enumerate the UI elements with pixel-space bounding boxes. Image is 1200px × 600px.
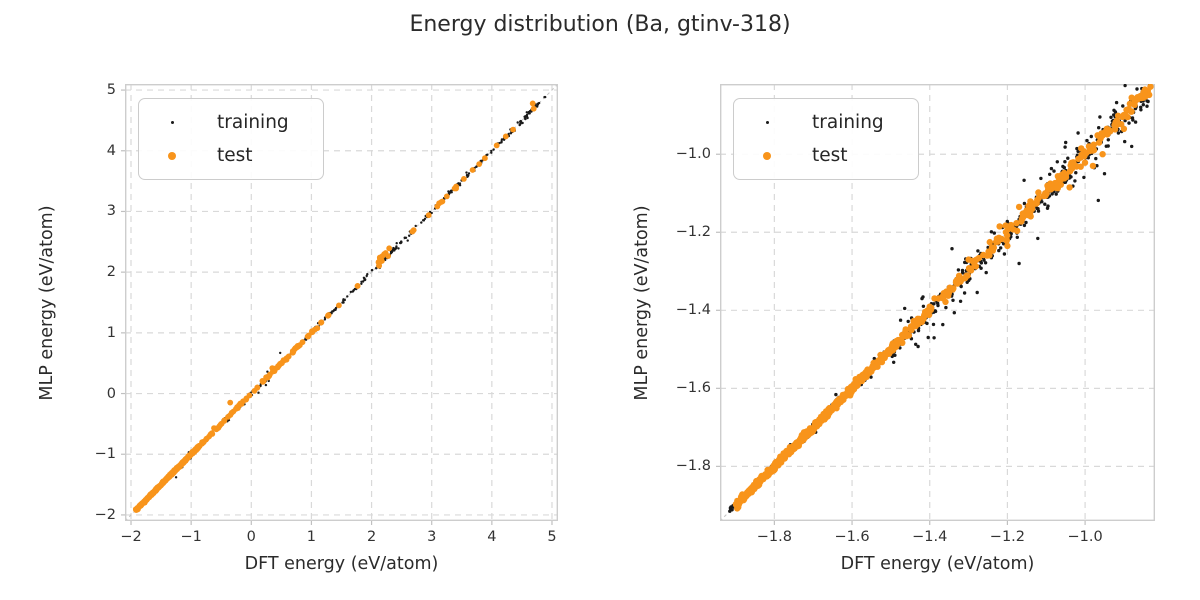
test-marker-icon — [163, 151, 181, 160]
test-dot-icon — [168, 151, 176, 160]
left-yaxis-label: MLP energy (eV/atom) — [37, 204, 57, 401]
y-tick-label: −1.4 — [675, 302, 711, 319]
tick-marks — [716, 153, 1086, 525]
right-plot-axes: training test — [716, 83, 1156, 525]
legend-label: training — [812, 112, 884, 133]
x-tick-label: −1.0 — [1067, 529, 1103, 545]
y-tick-label: −1 — [94, 446, 116, 463]
x-tick-label: −1.2 — [989, 529, 1026, 545]
x-tick-label: 4 — [487, 529, 497, 545]
y-tick-label: −1.6 — [675, 380, 711, 397]
legend-entry-training: training — [734, 106, 918, 139]
legend-label: test — [812, 145, 848, 166]
x-tick-label: −2 — [120, 529, 142, 545]
legend-entry-test: test — [734, 139, 918, 172]
x-tick-label: 2 — [366, 529, 377, 545]
x-tick-label: 3 — [427, 529, 437, 545]
y-tick-label: 2 — [106, 264, 116, 281]
y-tick-label: 5 — [106, 82, 116, 99]
y-tick-label: 4 — [106, 142, 116, 159]
y-tick-label: −2 — [94, 506, 116, 523]
y-tick-label: −1.8 — [675, 458, 711, 475]
legend-entry-test: test — [139, 139, 323, 172]
y-tick-label: 3 — [106, 203, 116, 220]
y-tick-label: −1.0 — [675, 146, 711, 163]
left-xaxis-label: DFT energy (eV/atom) — [244, 554, 439, 574]
left-plot-svg — [121, 83, 559, 525]
right-xaxis-label: DFT energy (eV/atom) — [840, 554, 1035, 574]
training-dot-icon — [765, 121, 769, 124]
y-tick-label: −1.2 — [675, 224, 711, 241]
legend-entry-training: training — [139, 106, 323, 139]
legend-label: training — [217, 112, 289, 133]
grid-lines — [720, 84, 1155, 521]
x-tick-label: −1.4 — [912, 529, 948, 545]
legend-label: test — [217, 145, 253, 166]
training-marker-icon — [163, 121, 181, 124]
y-tick-label: 0 — [106, 385, 116, 402]
y-tick-label: 1 — [106, 324, 116, 341]
x-tick-label: −1 — [180, 529, 202, 545]
left-plot-axes: training test — [121, 83, 559, 525]
tick-marks — [121, 89, 553, 525]
training-marker-icon — [758, 121, 776, 124]
x-tick-label: −1.6 — [834, 529, 870, 545]
axes-spines — [719, 83, 1156, 522]
x-tick-label: −1.8 — [756, 529, 792, 545]
training-dot-icon — [170, 121, 174, 124]
right-legend: training test — [733, 98, 919, 180]
test-points — [732, 84, 1154, 512]
test-dot-icon — [763, 151, 771, 160]
right-plot-svg — [716, 83, 1156, 525]
right-yaxis-label: MLP energy (eV/atom) — [632, 204, 652, 401]
axes-spines — [124, 83, 559, 522]
x-tick-label: 0 — [246, 529, 256, 545]
x-tick-label: 1 — [306, 529, 317, 545]
test-marker-icon — [758, 151, 776, 160]
test-points — [133, 100, 537, 513]
figure-title: Energy distribution (Ba, gtinv-318) — [409, 12, 791, 37]
left-legend: training test — [138, 98, 324, 180]
grid-lines — [125, 84, 558, 521]
x-tick-label: 5 — [547, 529, 557, 545]
